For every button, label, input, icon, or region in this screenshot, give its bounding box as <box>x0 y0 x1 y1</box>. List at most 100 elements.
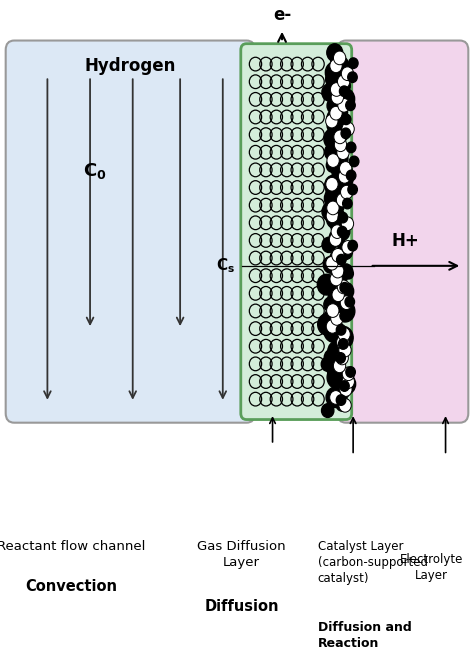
Circle shape <box>337 374 356 394</box>
Circle shape <box>333 326 353 349</box>
Circle shape <box>345 297 355 307</box>
Circle shape <box>343 198 352 209</box>
Circle shape <box>341 128 351 139</box>
Circle shape <box>330 215 349 236</box>
Circle shape <box>336 353 346 363</box>
Circle shape <box>318 314 337 336</box>
Circle shape <box>342 375 355 388</box>
Circle shape <box>338 170 351 183</box>
Circle shape <box>339 162 352 175</box>
Circle shape <box>324 188 343 209</box>
Circle shape <box>333 359 346 372</box>
Circle shape <box>326 69 344 89</box>
Circle shape <box>340 186 353 199</box>
Circle shape <box>327 44 343 61</box>
Text: Gas Diffusion
Layer: Gas Diffusion Layer <box>198 540 286 569</box>
Text: Electrolyte
Layer: Electrolyte Layer <box>400 553 463 582</box>
Circle shape <box>342 367 355 380</box>
Circle shape <box>340 383 352 396</box>
Circle shape <box>324 320 344 342</box>
Circle shape <box>328 361 346 381</box>
Circle shape <box>328 342 345 361</box>
Circle shape <box>321 357 334 371</box>
Circle shape <box>327 304 339 317</box>
Circle shape <box>337 324 346 335</box>
Circle shape <box>344 268 354 279</box>
Text: Convection: Convection <box>25 579 117 594</box>
Circle shape <box>337 146 349 159</box>
Circle shape <box>330 55 349 76</box>
Text: H+: H+ <box>392 232 419 250</box>
Circle shape <box>339 86 349 97</box>
Circle shape <box>330 59 342 72</box>
Circle shape <box>348 240 357 251</box>
Circle shape <box>337 243 353 260</box>
Circle shape <box>337 282 354 300</box>
Circle shape <box>331 53 343 66</box>
Circle shape <box>333 336 347 352</box>
Circle shape <box>322 238 336 253</box>
Circle shape <box>326 114 338 128</box>
Text: e-: e- <box>273 6 291 24</box>
Circle shape <box>324 309 340 327</box>
Circle shape <box>322 84 338 101</box>
Circle shape <box>340 282 349 293</box>
Circle shape <box>325 175 343 195</box>
Circle shape <box>327 97 342 114</box>
Circle shape <box>348 58 358 68</box>
Circle shape <box>337 193 349 207</box>
Circle shape <box>328 196 345 214</box>
Circle shape <box>328 136 344 155</box>
Circle shape <box>333 76 350 95</box>
Circle shape <box>333 51 346 64</box>
Circle shape <box>331 312 343 325</box>
Circle shape <box>337 226 347 237</box>
Circle shape <box>333 382 350 400</box>
Circle shape <box>349 156 359 166</box>
FancyBboxPatch shape <box>6 41 255 422</box>
Circle shape <box>330 250 345 266</box>
Circle shape <box>326 257 338 270</box>
FancyBboxPatch shape <box>241 43 352 420</box>
Circle shape <box>328 147 348 170</box>
Circle shape <box>334 168 353 190</box>
Circle shape <box>337 336 349 349</box>
Circle shape <box>329 233 342 246</box>
Circle shape <box>335 105 347 120</box>
Circle shape <box>330 83 343 96</box>
Circle shape <box>330 272 342 286</box>
Circle shape <box>328 290 343 306</box>
Circle shape <box>334 130 346 143</box>
Circle shape <box>324 128 343 149</box>
Circle shape <box>339 343 351 357</box>
Circle shape <box>338 99 350 112</box>
Text: $\mathbf{C_s}$: $\mathbf{C_s}$ <box>216 257 235 275</box>
Circle shape <box>341 67 354 80</box>
FancyBboxPatch shape <box>337 41 468 422</box>
Circle shape <box>342 122 354 136</box>
Circle shape <box>321 404 334 417</box>
Circle shape <box>330 122 349 142</box>
Circle shape <box>327 201 339 215</box>
Circle shape <box>324 297 337 312</box>
Circle shape <box>325 144 339 161</box>
Circle shape <box>338 339 348 349</box>
Circle shape <box>332 265 344 278</box>
Circle shape <box>346 367 356 377</box>
Circle shape <box>346 170 356 181</box>
Circle shape <box>337 255 346 265</box>
Circle shape <box>332 249 344 262</box>
Text: Diffusion: Diffusion <box>204 599 279 614</box>
Circle shape <box>322 203 339 221</box>
Circle shape <box>341 114 351 124</box>
Circle shape <box>327 109 345 129</box>
Circle shape <box>326 159 339 172</box>
Circle shape <box>330 107 342 120</box>
Circle shape <box>326 208 346 229</box>
Circle shape <box>342 241 354 254</box>
Text: Diffusion and
Reaction: Diffusion and Reaction <box>318 621 411 650</box>
Circle shape <box>334 138 346 151</box>
Circle shape <box>338 213 347 223</box>
Circle shape <box>336 397 349 411</box>
Circle shape <box>327 154 339 167</box>
